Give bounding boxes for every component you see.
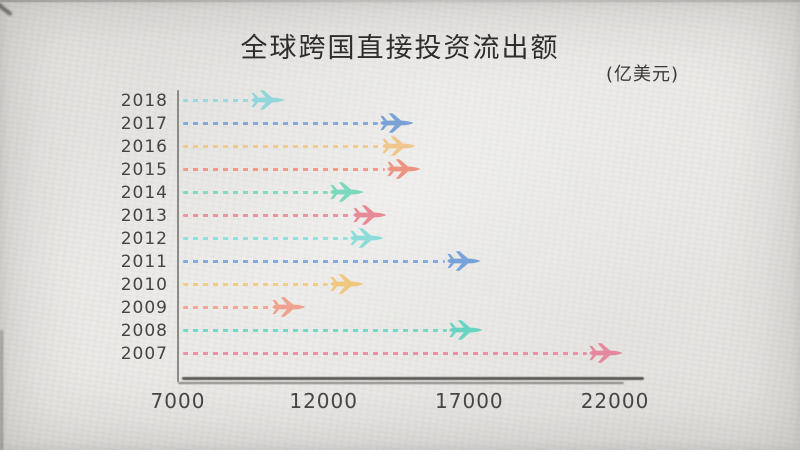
year-label: 2009	[120, 298, 168, 318]
x-tick-label: 7000	[150, 389, 206, 413]
dashed-trail-line	[183, 306, 270, 309]
year-label: 2012	[120, 229, 168, 249]
x-tick-label: 12000	[289, 389, 358, 413]
airplane-icon	[588, 340, 624, 366]
year-label: 2016	[120, 137, 168, 157]
airplane-icon	[446, 248, 482, 274]
chart-row-2012: 2012	[0, 227, 800, 250]
x-tick-label: 22000	[580, 389, 650, 413]
chart-row-2009: 2009	[0, 296, 800, 319]
chart-row-2016: 2016	[0, 135, 800, 158]
year-label: 2011	[120, 252, 168, 272]
dashed-trail-line	[183, 145, 381, 148]
dashed-trail-line	[183, 191, 328, 194]
x-tick-label: 17000	[435, 389, 504, 413]
chart-row-2017: 2017	[0, 112, 800, 135]
dashed-trail-line	[183, 99, 250, 102]
y-axis-line	[177, 90, 179, 382]
year-label: 2015	[120, 160, 168, 180]
chart-row-2008: 2008	[0, 319, 800, 342]
chart-row-2007: 2007	[0, 342, 800, 365]
airplane-icon	[349, 225, 385, 251]
year-label: 2013	[120, 206, 168, 226]
airplane-icon	[329, 271, 365, 297]
dashed-trail-line	[183, 329, 448, 332]
chart-row-2018: 2018	[0, 89, 800, 112]
chart-row-2013: 2013	[0, 204, 800, 227]
year-label: 2008	[120, 321, 168, 341]
airplane-icon	[379, 110, 415, 136]
airplane-icon	[329, 179, 365, 205]
airplane-icon	[381, 133, 417, 159]
airplane-icon	[271, 294, 307, 320]
airplane-icon	[386, 156, 422, 182]
dashed-trail-line	[183, 283, 328, 286]
dashed-trail-line	[183, 168, 385, 171]
airplane-icon	[352, 202, 388, 228]
year-label: 2010	[120, 275, 168, 295]
dashed-trail-line	[183, 214, 352, 217]
chart-row-2011: 2011	[0, 250, 800, 273]
airplane-icon	[448, 317, 484, 343]
year-label: 2017	[120, 114, 168, 134]
airplane-icon	[250, 87, 286, 113]
dashed-trail-line	[183, 237, 349, 240]
unit-label: (亿美元)	[606, 64, 680, 85]
dashed-trail-line	[183, 122, 378, 125]
chart-row-2010: 2010	[0, 273, 800, 296]
year-label: 2014	[120, 183, 168, 203]
dashed-trail-line	[183, 260, 445, 263]
chart-row-2015: 2015	[0, 158, 800, 181]
chart-row-2014: 2014	[0, 181, 800, 204]
chart-title: 全球跨国直接投资流出额	[240, 33, 560, 64]
year-label: 2018	[120, 91, 168, 111]
x-axis-line	[182, 377, 644, 380]
dashed-trail-line	[183, 352, 588, 355]
x-axis-line-understroke	[178, 381, 624, 384]
year-label: 2007	[120, 344, 168, 364]
